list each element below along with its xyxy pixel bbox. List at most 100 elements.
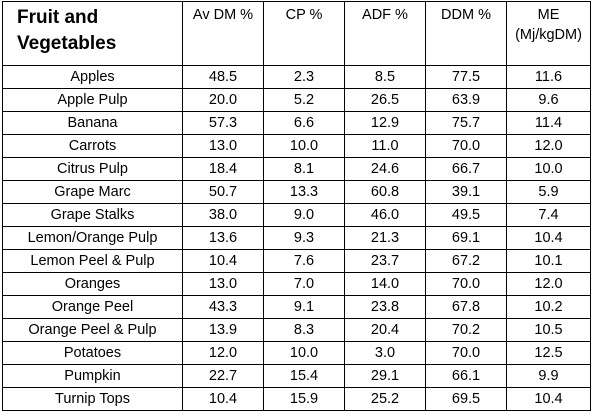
av-dm-cell: 13.9: [182, 318, 264, 342]
adf-cell: 60.8: [344, 180, 426, 204]
ddm-cell: 70.0: [425, 272, 507, 296]
av-dm-cell: 43.3: [182, 295, 264, 319]
table-row: Citrus Pulp 18.4 8.1 24.6 66.7 10.0: [2, 157, 591, 181]
me-cell: 10.1: [506, 249, 591, 273]
adf-cell: 3.0: [344, 341, 426, 365]
adf-cell: 20.4: [344, 318, 426, 342]
me-cell: 12.0: [506, 134, 591, 158]
item-name: Potatoes: [2, 341, 183, 365]
cp-cell: 5.2: [263, 88, 345, 112]
me-cell: 9.6: [506, 88, 591, 112]
av-dm-cell: 50.7: [182, 180, 264, 204]
cp-cell: 8.1: [263, 157, 345, 181]
ddm-cell: 49.5: [425, 203, 507, 227]
av-dm-cell: 10.4: [182, 249, 264, 273]
item-name: Lemon Peel & Pulp: [2, 249, 183, 273]
adf-cell: 24.6: [344, 157, 426, 181]
table-body: Apples 48.5 2.3 8.5 77.5 11.6 Apple Pulp 20.0 5.…: [2, 65, 591, 411]
table-row: Oranges 13.0 7.0 14.0 70.0 12.0: [2, 272, 591, 296]
cp-cell: 7.0: [263, 272, 345, 296]
av-dm-cell: 20.0: [182, 88, 264, 112]
header-line: Av DM %: [192, 7, 254, 23]
header-ddm: DDM %: [425, 1, 507, 66]
item-name: Turnip Tops: [2, 387, 183, 411]
table-header: Fruit and Vegetables Av DM % CP % ADF % DDM %…: [2, 1, 591, 66]
av-dm-cell: 48.5: [182, 65, 264, 89]
table-row: Apples 48.5 2.3 8.5 77.5 11.6: [2, 65, 591, 89]
header-row: Fruit and Vegetables Av DM % CP % ADF % DDM %…: [2, 1, 591, 66]
table-row: Carrots 13.0 10.0 11.0 70.0 12.0: [2, 134, 591, 158]
table-row: Banana 57.3 6.6 12.9 75.7 11.4: [2, 111, 591, 135]
ddm-cell: 67.8: [425, 295, 507, 319]
ddm-cell: 67.2: [425, 249, 507, 273]
av-dm-cell: 57.3: [182, 111, 264, 135]
header-line: (Mj/kgDM): [515, 27, 582, 43]
item-name: Oranges: [2, 272, 183, 296]
table-row: Lemon Peel & Pulp 10.4 7.6 23.7 67.2 10.1: [2, 249, 591, 273]
av-dm-cell: 18.4: [182, 157, 264, 181]
adf-cell: 11.0: [344, 134, 426, 158]
ddm-cell: 69.1: [425, 226, 507, 250]
table-row: Grape Stalks 38.0 9.0 46.0 49.5 7.4: [2, 203, 591, 227]
ddm-cell: 66.1: [425, 364, 507, 388]
item-name: Banana: [2, 111, 183, 135]
table-row: Orange Peel 43.3 9.1 23.8 67.8 10.2: [2, 295, 591, 319]
header-adf: ADF %: [344, 1, 426, 66]
av-dm-cell: 10.4: [182, 387, 264, 411]
header-cp: CP %: [263, 1, 345, 66]
adf-cell: 29.1: [344, 364, 426, 388]
header-line: ADF %: [362, 7, 408, 23]
me-cell: 10.4: [506, 226, 591, 250]
adf-cell: 23.7: [344, 249, 426, 273]
me-cell: 10.0: [506, 157, 591, 181]
me-cell: 10.4: [506, 387, 591, 411]
av-dm-cell: 22.7: [182, 364, 264, 388]
av-dm-cell: 13.0: [182, 272, 264, 296]
cp-cell: 7.6: [263, 249, 345, 273]
table-row: Potatoes 12.0 10.0 3.0 70.0 12.5: [2, 341, 591, 365]
cp-cell: 10.0: [263, 341, 345, 365]
adf-cell: 26.5: [344, 88, 426, 112]
ddm-cell: 39.1: [425, 180, 507, 204]
ddm-cell: 63.9: [425, 88, 507, 112]
me-cell: 11.4: [506, 111, 591, 135]
item-name: Orange Peel & Pulp: [2, 318, 183, 342]
me-cell: 12.0: [506, 272, 591, 296]
adf-cell: 46.0: [344, 203, 426, 227]
header-me: ME (Mj/kgDM): [506, 1, 591, 66]
adf-cell: 25.2: [344, 387, 426, 411]
header-fruit-vegetables: Fruit and Vegetables: [2, 1, 183, 66]
me-cell: 12.5: [506, 341, 591, 365]
ddm-cell: 66.7: [425, 157, 507, 181]
ddm-cell: 77.5: [425, 65, 507, 89]
item-name: Apples: [2, 65, 183, 89]
table-row: Turnip Tops 10.4 15.9 25.2 69.5 10.4: [2, 387, 591, 411]
adf-cell: 14.0: [344, 272, 426, 296]
header-line: Fruit and: [17, 7, 99, 28]
header-line: CP %: [285, 7, 323, 23]
header-line: Vegetables: [17, 33, 117, 54]
item-name: Lemon/Orange Pulp: [2, 226, 183, 250]
item-name: Orange Peel: [2, 295, 183, 319]
table-row: Pumpkin 22.7 15.4 29.1 66.1 9.9: [2, 364, 591, 388]
table-row: Grape Marc 50.7 13.3 60.8 39.1 5.9: [2, 180, 591, 204]
ddm-cell: 69.5: [425, 387, 507, 411]
item-name: Apple Pulp: [2, 88, 183, 112]
me-cell: 9.9: [506, 364, 591, 388]
header-line: DDM %: [441, 7, 491, 23]
cp-cell: 6.6: [263, 111, 345, 135]
cp-cell: 9.3: [263, 226, 345, 250]
cp-cell: 13.3: [263, 180, 345, 204]
table-row: Lemon/Orange Pulp 13.6 9.3 21.3 69.1 10.4: [2, 226, 591, 250]
adf-cell: 23.8: [344, 295, 426, 319]
ddm-cell: 70.0: [425, 134, 507, 158]
me-cell: 11.6: [506, 65, 591, 89]
cp-cell: 9.1: [263, 295, 345, 319]
cp-cell: 2.3: [263, 65, 345, 89]
item-name: Pumpkin: [2, 364, 183, 388]
cp-cell: 8.3: [263, 318, 345, 342]
ddm-cell: 70.2: [425, 318, 507, 342]
me-cell: 10.2: [506, 295, 591, 319]
ddm-cell: 75.7: [425, 111, 507, 135]
ddm-cell: 70.0: [425, 341, 507, 365]
